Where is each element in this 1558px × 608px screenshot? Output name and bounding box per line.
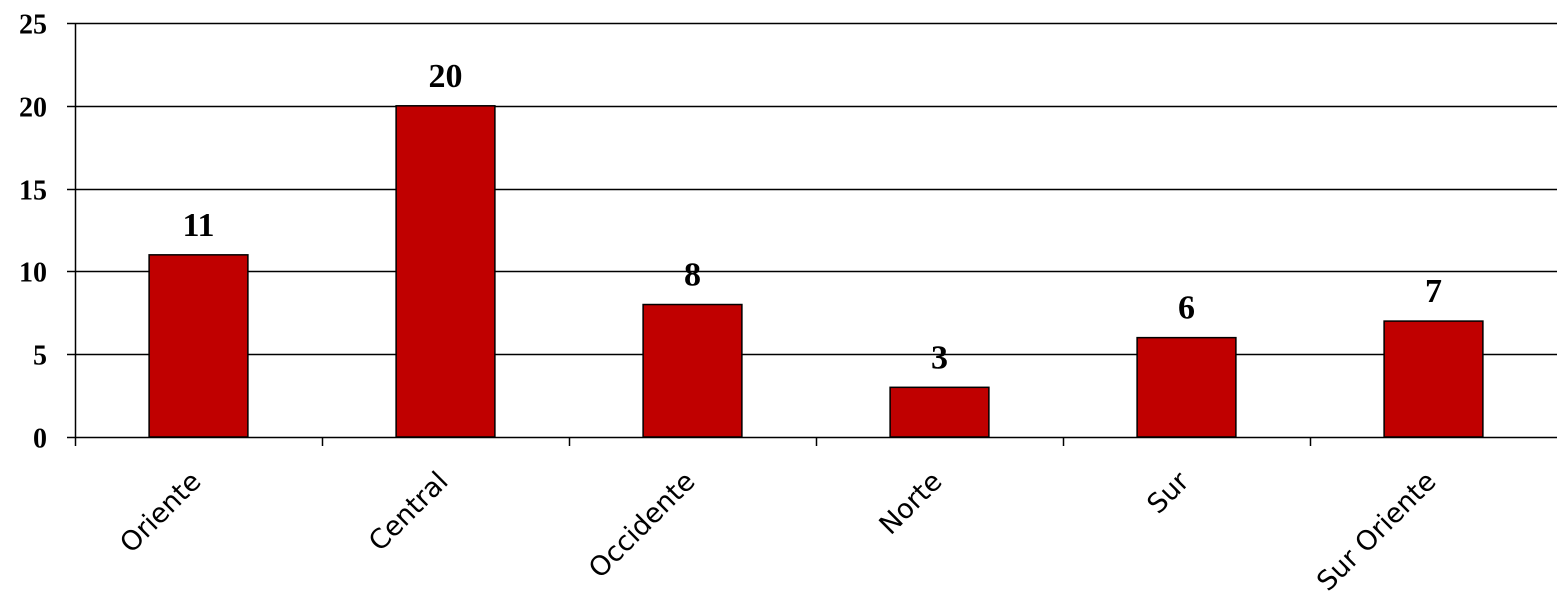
x-tick-label: Sur Oriente [1311, 466, 1442, 597]
y-tick-label: 10 [19, 258, 47, 289]
y-tick-label: 15 [19, 176, 47, 207]
bar-sur [1136, 336, 1237, 438]
x-tick-label: Sur [1141, 465, 1196, 520]
x-tick-label: Oriente [114, 466, 207, 559]
bar-norte [889, 386, 990, 438]
bar-oriente [148, 254, 249, 438]
x-tick-label: Central [363, 466, 454, 557]
axes [67, 22, 1557, 446]
data-label: 3 [931, 339, 948, 376]
y-tick-label: 5 [33, 341, 47, 372]
data-label: 7 [1425, 273, 1442, 310]
y-tick-label: 25 [19, 10, 47, 41]
bars [148, 105, 1484, 438]
y-tick-label: 20 [19, 93, 47, 124]
bar-occidente [642, 303, 743, 438]
data-label: 20 [429, 58, 463, 95]
x-tick-label: Occidente [583, 466, 701, 584]
data-label: 6 [1178, 290, 1195, 327]
x-tick-label: Norte [873, 466, 948, 541]
y-tick-label: 0 [33, 424, 47, 455]
gridlines [75, 22, 1557, 356]
data-label: 11 [182, 207, 214, 244]
bar-sur-oriente [1383, 320, 1484, 438]
data-label: 8 [684, 257, 701, 294]
bar-central [395, 105, 496, 438]
